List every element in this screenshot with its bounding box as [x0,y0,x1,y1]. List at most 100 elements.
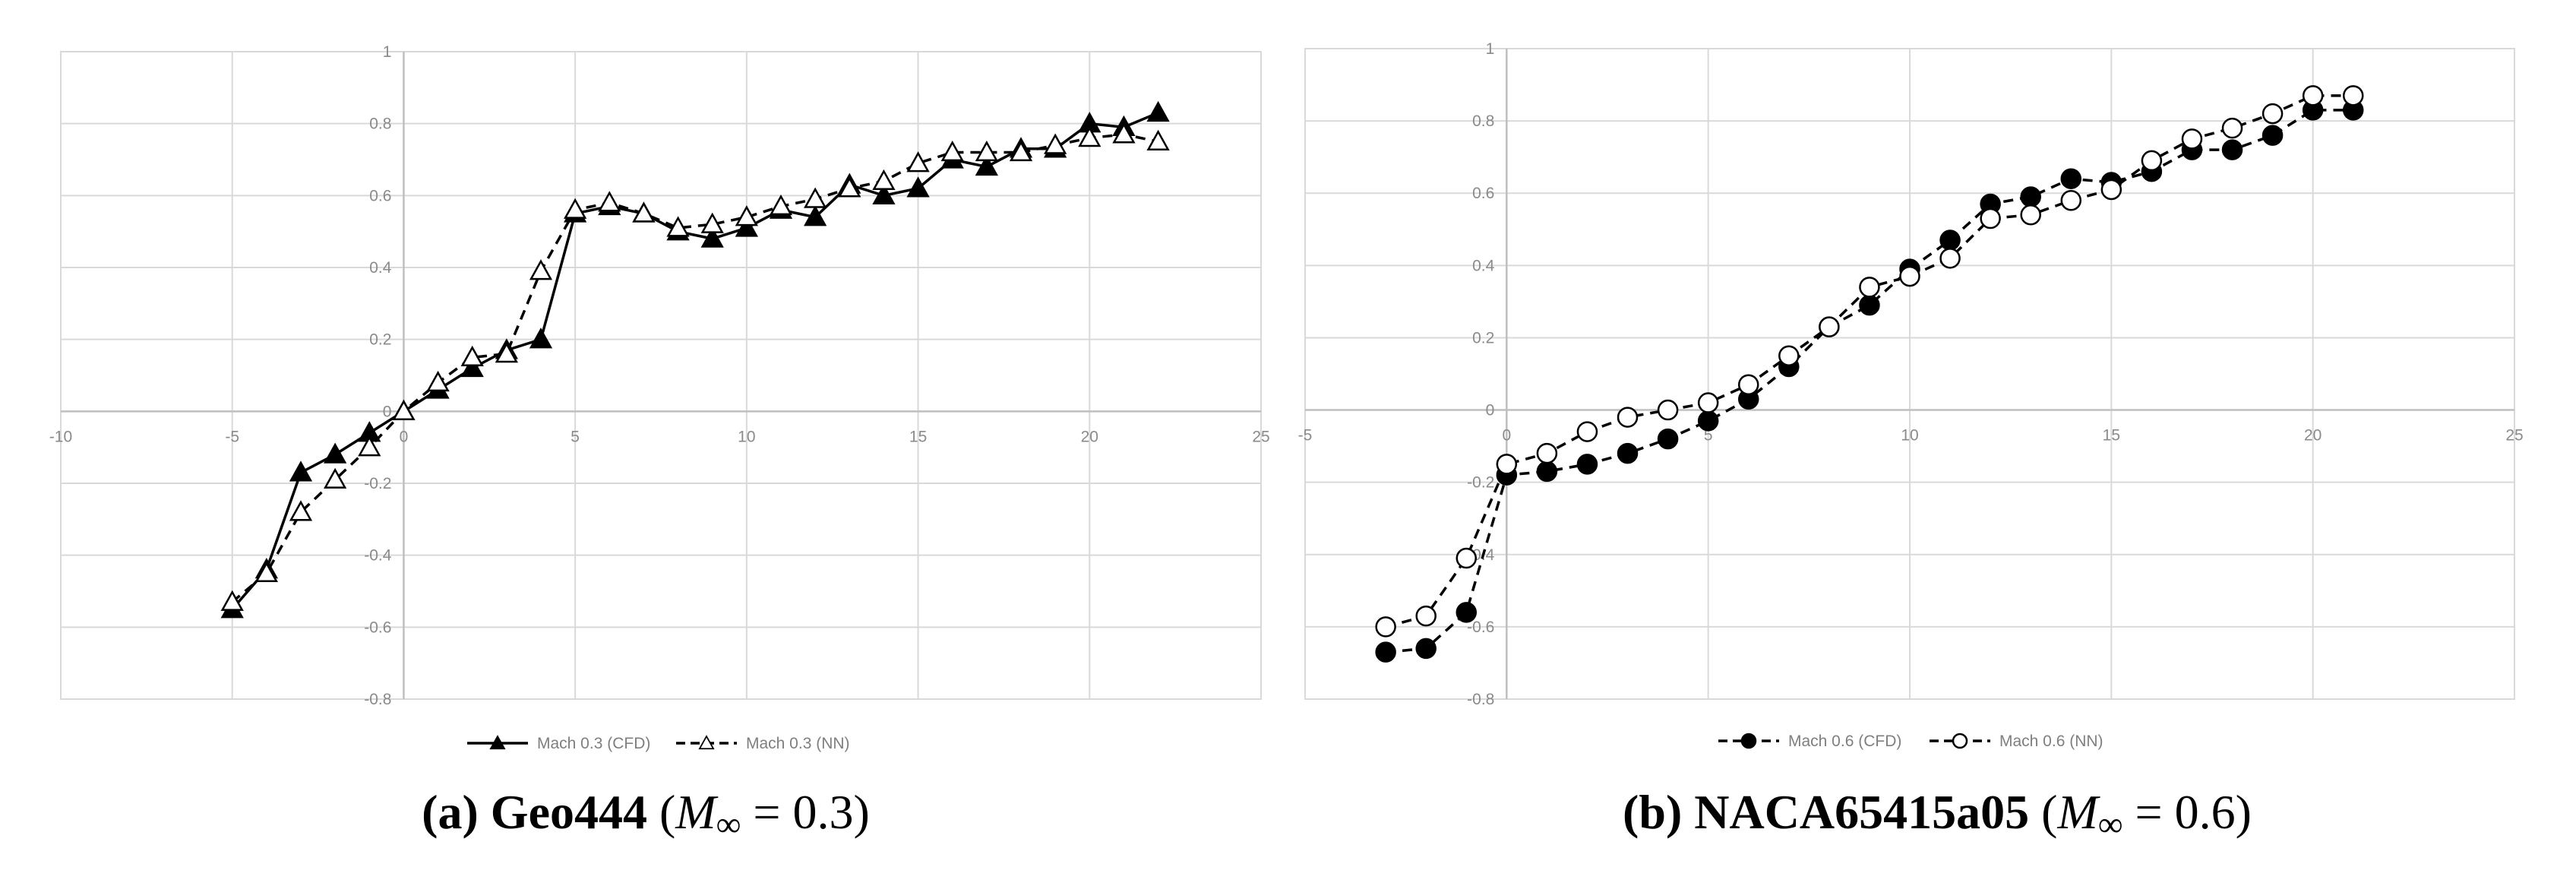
data-point [975,154,998,176]
series-line [231,111,1159,610]
x-tick-label: 10 [738,428,755,445]
y-tick-label: 0.6 [1472,185,1494,202]
y-tick-label: 0.6 [369,187,391,204]
data-point [1939,248,1961,269]
data-point [529,328,553,349]
x-tick-label: 20 [2304,427,2322,445]
data-point [220,590,244,611]
data-point [2302,85,2324,106]
y-tick-label: 1 [383,43,392,61]
data-point [1939,229,1961,251]
y-tick-label: 0.8 [369,116,391,133]
data-point [1146,100,1170,122]
caption-b-inf-symbol: ∞ [2097,805,2123,843]
series-cfd [220,100,1170,619]
data-point [940,140,964,162]
legend-label: Mach 0.6 (NN) [1999,733,2103,750]
data-point [632,201,656,223]
data-point [2221,139,2243,160]
data-point [804,187,827,208]
series-line [1385,109,2353,654]
data-point [769,194,793,216]
x-tick-label: 5 [571,428,580,445]
data-point [872,183,896,204]
data-point [1899,265,1920,287]
y-tick-label: 0.2 [1472,329,1494,347]
data-point [529,259,553,280]
data-point [324,442,347,464]
data-point [358,435,381,457]
data-point [906,176,930,198]
legend: Mach 0.3 (CFD) Mach 0.3 (NN) [467,735,850,752]
data-point [804,205,827,226]
series-cfd [1375,100,2364,663]
data-point [289,500,313,521]
caption-a-condition: (M∞ = 0.3) [659,785,870,843]
data-point [2020,186,2041,207]
data-point [1536,460,1558,483]
legend: Mach 0.6 (CFD) Mach 0.6 (NN) [1718,733,2103,750]
data-point [735,216,758,237]
x-tick-label: -5 [225,428,239,445]
data-point [872,169,896,191]
legend-marker [698,735,715,750]
data-point [2100,179,2122,201]
data-point [460,345,484,366]
data-point [1536,442,1558,464]
y-tick-label: -0.4 [364,547,392,565]
data-point [324,467,347,489]
caption-a-label: (a) Geo444 [422,785,647,839]
y-tick-label: -0.2 [1467,474,1494,492]
data-point [2262,125,2284,146]
data-point [1697,410,1719,432]
y-tick-label: 0.4 [369,259,392,277]
data-point [735,205,758,226]
x-tick-label: -10 [49,428,72,445]
data-point [2060,189,2082,211]
data-point [564,198,587,219]
series-nn [1375,85,2364,638]
data-point [495,342,518,363]
data-point [1415,638,1437,660]
series-line [1385,94,2353,628]
y-tick-label: 1 [1486,40,1495,58]
data-point [1819,316,1840,337]
data-point [1859,277,1880,298]
data-point [1980,207,2001,229]
data-point [1859,294,1880,316]
x-tick-label: 25 [1252,428,1269,445]
data-point [2020,204,2041,226]
data-point [1617,407,1639,428]
data-point [975,140,998,162]
data-point [1112,122,1136,144]
caption-a-paren: ( [659,785,676,839]
series-line [231,133,1158,603]
data-point [1375,641,1396,663]
legend-label: Mach 0.3 (NN) [746,735,850,752]
data-point [392,399,416,420]
data-point [1657,428,1679,450]
data-point [254,561,278,582]
y-tick-label: 0.4 [1472,257,1495,274]
caption-a-value: = 0.3) [741,785,870,839]
data-point [1778,345,1800,366]
y-tick-label: -0.6 [1467,619,1494,636]
data-point [1375,616,1396,638]
caption-a: (a) Geo444 (M∞ = 0.3) [0,784,1291,853]
y-tick-label: -0.8 [364,691,391,708]
y-tick-label: -0.2 [364,475,391,492]
legend-marker [1740,733,1757,749]
data-point [1456,602,1478,623]
y-tick-label: -0.8 [1467,691,1494,708]
data-point [1456,547,1478,569]
data-point [598,191,621,212]
caption-b-paren: ( [2041,785,2058,839]
caption-b-mach-symbol: M [2057,785,2098,839]
legend-marker [489,735,506,750]
caption-b-value: = 0.6) [2122,785,2252,839]
chart-panel-a: -10 -5 0 5 10 15 20 25 -0.8 -0.6 -0.4 -0.2 0 0.2 0.4 0.… [49,43,1270,752]
series-nn [220,122,1170,611]
data-point [1697,392,1719,413]
data-point [1737,374,1759,396]
